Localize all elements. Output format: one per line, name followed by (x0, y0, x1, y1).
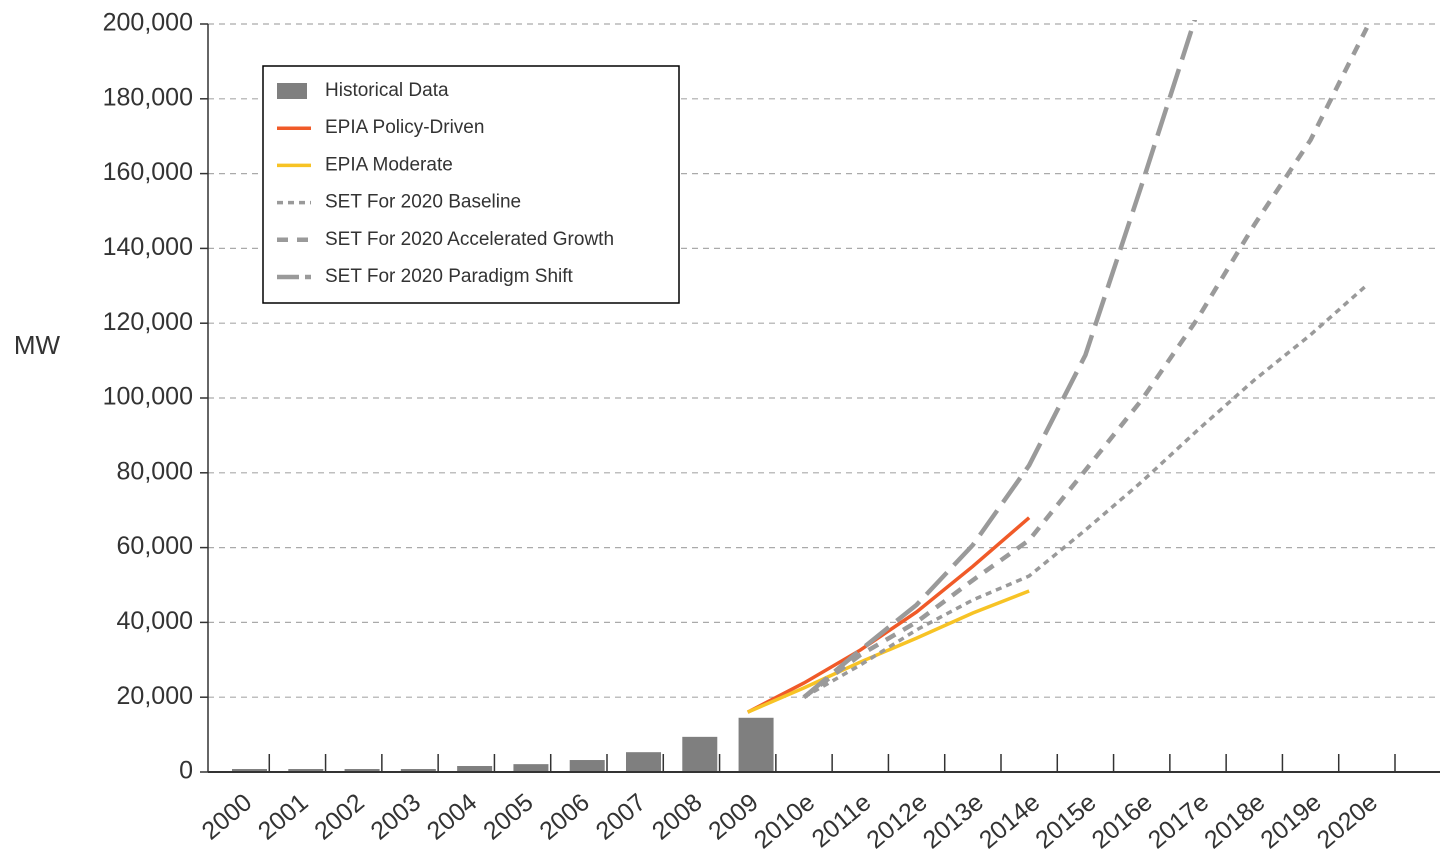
legend: Historical Data EPIA Policy-Driven EPIA Mo… (262, 65, 680, 304)
x-tick-label: 2020e (1312, 788, 1383, 854)
bar (569, 760, 605, 772)
y-tick-label: 20,000 (117, 682, 193, 710)
bar (738, 717, 774, 772)
x-tick-label: 2017e (1143, 788, 1214, 854)
bar (457, 766, 493, 772)
bar (626, 752, 661, 772)
plot-area (232, 20, 1369, 772)
bar (400, 769, 436, 772)
bar (344, 769, 380, 772)
y-axis-label: MW (14, 330, 61, 360)
x-tick-label: 2002 (309, 788, 370, 845)
y-tick-label: 200,000 (103, 9, 193, 37)
legend-box (262, 65, 680, 304)
y-tick-label: 60,000 (117, 532, 193, 560)
x-tick-label: 2015e (1030, 788, 1101, 854)
x-tick-label: 2001 (253, 788, 314, 845)
y-tick-label: 120,000 (103, 308, 193, 336)
legend-label: Historical Data (325, 80, 449, 101)
x-tick-label: 2008 (647, 788, 708, 845)
y-tick-label: 180,000 (103, 83, 193, 111)
x-tick-label: 2006 (534, 788, 595, 845)
y-tick-label: 160,000 (103, 158, 193, 186)
y-tick-label: 140,000 (103, 233, 193, 261)
series-line (747, 589, 1030, 714)
series-line (803, 283, 1369, 699)
bar (288, 769, 324, 772)
series-line (802, 26, 1369, 699)
legend-label: EPIA Moderate (325, 154, 453, 175)
bar (513, 764, 549, 772)
x-tick-label: 2004 (422, 788, 483, 845)
legend-swatch (277, 83, 307, 99)
legend-label: EPIA Policy-Driven (325, 117, 484, 138)
x-tick-label: 2018e (1199, 788, 1270, 854)
y-tick-label: 40,000 (117, 607, 193, 635)
y-tick-label: 0 (179, 757, 193, 785)
y-tick-label: 100,000 (103, 383, 193, 411)
bar (232, 769, 267, 772)
x-tick-label: 2019e (1255, 788, 1326, 854)
bar (682, 736, 718, 772)
series-line (746, 516, 1031, 714)
x-tick-label: 2016e (1087, 788, 1158, 854)
x-tick-label: 2012e (861, 788, 932, 854)
legend-label: SET For 2020 Baseline (325, 192, 521, 213)
x-tick-label: 2007 (591, 788, 652, 845)
x-tick-label: 2000 (197, 788, 258, 845)
x-tick-label: 2005 (478, 788, 539, 845)
y-tick-label: 80,000 (117, 457, 193, 485)
x-tick-label: 2003 (365, 788, 426, 845)
x-tick-label: 2011e (807, 788, 877, 853)
x-tick-label: 2010e (749, 788, 820, 854)
x-tick-label: 2014e (974, 788, 1045, 854)
x-tick-label: 2013e (918, 788, 989, 854)
series-line (802, 20, 1198, 699)
legend-label: SET For 2020 Accelerated Growth (325, 229, 614, 250)
legend-label: SET For 2020 Paradigm Shift (325, 266, 574, 287)
